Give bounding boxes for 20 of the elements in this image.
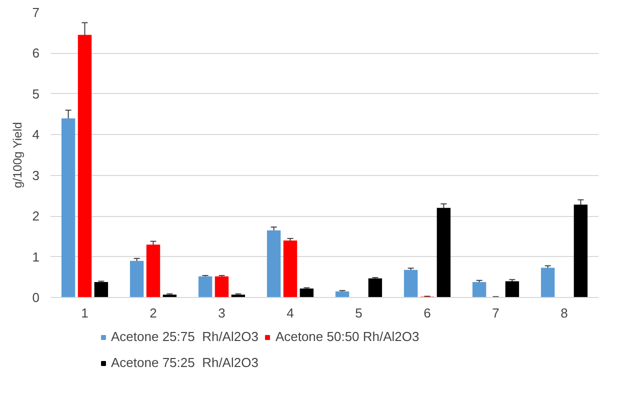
y-tick-label: 0 [32, 290, 40, 305]
x-tick-label: 4 [286, 306, 294, 320]
legend-label: Acetone 50:50 Rh/Al2O3 [275, 329, 420, 344]
x-tick-label: 5 [355, 306, 362, 320]
x-tick-label: 7 [492, 306, 500, 320]
legend-label: Acetone 75:25 Rh/Al2O3 [111, 355, 258, 370]
x-tick-label: 3 [218, 306, 226, 320]
y-tick-label: 2 [32, 208, 40, 224]
x-tick-label: 1 [81, 306, 88, 320]
y-tick-label: 4 [32, 127, 40, 142]
x-tick-label: 8 [560, 306, 568, 320]
y-tick-label: 6 [32, 46, 40, 61]
x-tick-label: 2 [150, 306, 157, 320]
y-tick-label: 3 [32, 168, 40, 183]
y-tick-label: 1 [32, 249, 40, 264]
legend-label: Acetone 25:75 Rh/Al2O3 [111, 329, 258, 344]
y-tick-label: 5 [32, 86, 40, 102]
x-tick-label: 6 [424, 306, 431, 320]
y-tick-label: 7 [32, 5, 40, 20]
y-axis-title: g/100g Yield [10, 122, 24, 188]
